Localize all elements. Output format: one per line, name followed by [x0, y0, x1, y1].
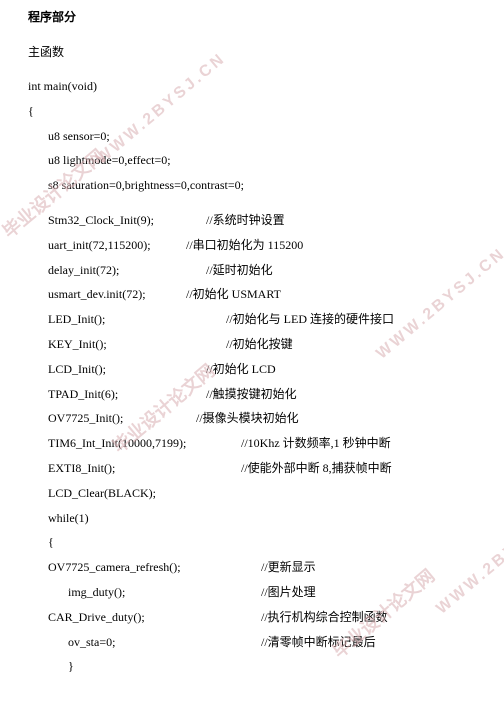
code-stmt: TPAD_Init(6); — [48, 386, 203, 403]
code-stmt: while(1) — [48, 510, 89, 527]
code-comment: //执行机构综合控制函数 — [261, 609, 388, 626]
code-stmt: LCD_Init(); — [48, 361, 203, 378]
code-row: EXTI8_Init(); //使能外部中断 8,捕获帧中断 — [28, 460, 476, 477]
document-page: 程序部分 主函数 int main(void) { u8 sensor=0; u… — [0, 0, 504, 691]
section-title: 程序部分 — [28, 8, 476, 25]
code-comment: //初始化 USMART — [186, 286, 281, 303]
code-row: img_duty(); //图片处理 — [28, 584, 476, 601]
code-signature: int main(void) — [28, 78, 476, 95]
code-row: CAR_Drive_duty(); //执行机构综合控制函数 — [28, 609, 476, 626]
code-comment: //更新显示 — [261, 559, 316, 576]
code-comment: //初始化按键 — [226, 336, 293, 353]
code-stmt: OV7725_camera_refresh(); — [48, 559, 258, 576]
code-comment: //延时初始化 — [206, 262, 273, 279]
code-row: uart_init(72,115200); //串口初始化为 115200 — [28, 237, 476, 254]
code-row: delay_init(72); //延时初始化 — [28, 262, 476, 279]
code-comment: //清零帧中断标记最后 — [261, 634, 376, 651]
code-row: OV7725_Init(); //摄像头模块初始化 — [28, 410, 476, 427]
code-stmt: KEY_Init(); — [48, 336, 223, 353]
code-row: TIM6_Int_Init(10000,7199); //10Khz 计数频率,… — [28, 435, 476, 452]
code-comment: //触摸按键初始化 — [206, 386, 297, 403]
code-comment: //串口初始化为 115200 — [186, 237, 303, 254]
code-brace: { — [28, 103, 476, 120]
code-decl: s8 saturation=0,brightness=0,contrast=0; — [28, 177, 476, 194]
code-row: usmart_dev.init(72); //初始化 USMART — [28, 286, 476, 303]
code-row: ov_sta=0; //清零帧中断标记最后 — [28, 634, 476, 651]
code-stmt: Stm32_Clock_Init(9); — [48, 212, 203, 229]
code-stmt: uart_init(72,115200); — [48, 237, 183, 254]
code-comment: //初始化与 LED 连接的硬件接口 — [226, 311, 394, 328]
code-stmt: delay_init(72); — [48, 262, 203, 279]
code-stmt: OV7725_Init(); — [48, 410, 193, 427]
code-stmt: EXTI8_Init(); — [48, 460, 238, 477]
code-comment: //摄像头模块初始化 — [196, 410, 299, 427]
code-row: Stm32_Clock_Init(9); //系统时钟设置 — [28, 212, 476, 229]
code-comment: //使能外部中断 8,捕获帧中断 — [241, 460, 392, 477]
code-comment: //图片处理 — [261, 584, 316, 601]
code-row: while(1) — [28, 510, 476, 527]
code-stmt: img_duty(); — [68, 584, 258, 601]
subsection-title: 主函数 — [28, 43, 476, 60]
code-brace: { — [28, 534, 476, 551]
code-stmt: LED_Init(); — [48, 311, 223, 328]
code-row: OV7725_camera_refresh(); //更新显示 — [28, 559, 476, 576]
code-comment: //初始化 LCD — [206, 361, 276, 378]
code-row: LCD_Init(); //初始化 LCD — [28, 361, 476, 378]
code-stmt: usmart_dev.init(72); — [48, 286, 183, 303]
code-decl: u8 sensor=0; — [28, 128, 476, 145]
code-comment: //10Khz 计数频率,1 秒钟中断 — [241, 435, 391, 452]
code-brace: } — [28, 658, 476, 675]
code-row: LCD_Clear(BLACK); — [28, 485, 476, 502]
code-row: KEY_Init(); //初始化按键 — [28, 336, 476, 353]
code-row: TPAD_Init(6); //触摸按键初始化 — [28, 386, 476, 403]
code-stmt: TIM6_Int_Init(10000,7199); — [48, 435, 238, 452]
code-row: LED_Init(); //初始化与 LED 连接的硬件接口 — [28, 311, 476, 328]
code-comment: //系统时钟设置 — [206, 212, 285, 229]
code-decl: u8 lightmode=0,effect=0; — [28, 152, 476, 169]
code-stmt: LCD_Clear(BLACK); — [48, 485, 156, 502]
code-stmt: CAR_Drive_duty(); — [48, 609, 258, 626]
code-stmt: ov_sta=0; — [68, 634, 258, 651]
